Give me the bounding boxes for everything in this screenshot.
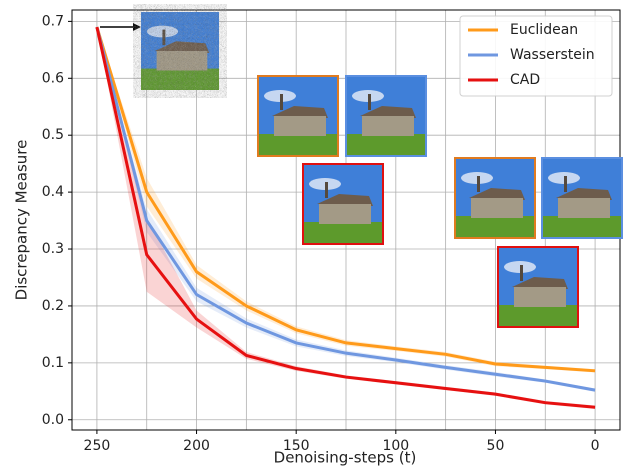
x-tick-label: 150 — [283, 438, 310, 454]
y-tick-label: 0.3 — [42, 241, 64, 257]
x-tick-label: 200 — [183, 438, 210, 454]
y-tick-label: 0.2 — [42, 298, 64, 314]
y-axis-label: Discrepancy Measure — [13, 140, 31, 301]
chart: Denoising-steps (t) Discrepancy Measure … — [0, 0, 624, 471]
x-tick-label: 0 — [591, 438, 600, 454]
x-tick-label: 100 — [382, 438, 409, 454]
x-tick-label: 50 — [487, 438, 505, 454]
y-tick-label: 0.5 — [42, 127, 64, 143]
x-tick-label: 250 — [84, 438, 111, 454]
legend-label: Euclidean — [510, 22, 578, 38]
y-tick-label: 0.0 — [42, 412, 64, 428]
y-tick-label: 0.6 — [42, 70, 64, 86]
legend-label: CAD — [510, 72, 540, 88]
y-tick-label: 0.4 — [42, 184, 64, 200]
legend-label: Wasserstein — [510, 47, 595, 63]
legend: Euclidean Wasserstein CAD — [460, 16, 612, 96]
y-tick-label: 0.7 — [42, 13, 64, 29]
y-tick-label: 0.1 — [42, 355, 64, 371]
